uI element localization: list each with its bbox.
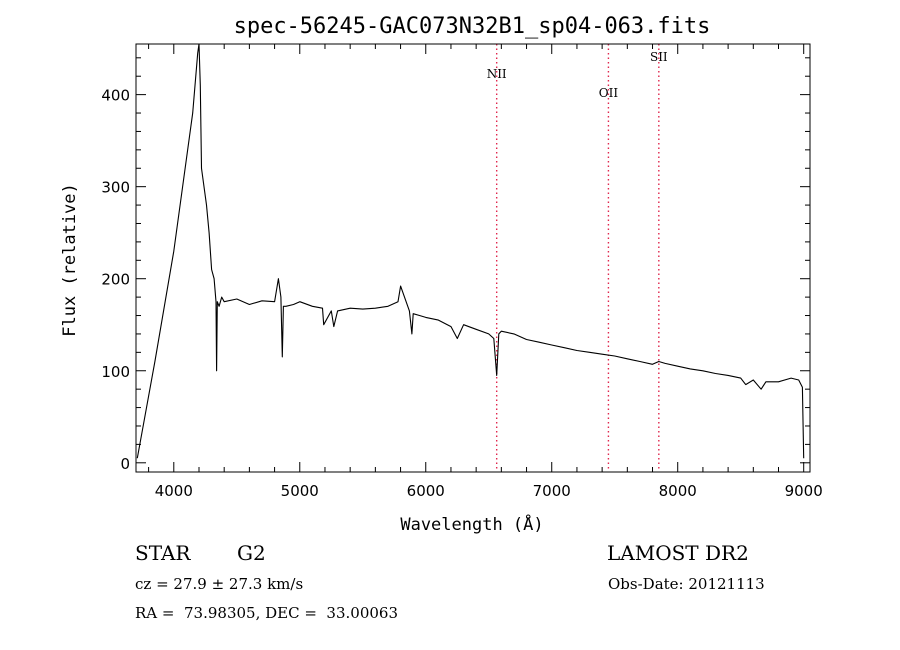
y-tick-label: 0 xyxy=(120,455,130,473)
x-axis-label: Wavelength (Å) xyxy=(400,513,543,535)
y-tick-label: 400 xyxy=(101,87,130,105)
y-tick-label: 200 xyxy=(101,271,130,289)
line-label-oii: OII xyxy=(599,86,619,100)
y-axis-label: Flux (relative) xyxy=(60,183,80,337)
line-label-sii: SII xyxy=(650,50,668,64)
x-tick-label: 8000 xyxy=(659,482,697,500)
x-tick-label: 4000 xyxy=(155,482,193,500)
spectrum-line-0 xyxy=(136,43,805,459)
y-tick-label: 100 xyxy=(101,363,130,381)
y-tick-label: 300 xyxy=(101,179,130,197)
obs-date-text: Obs-Date: 20121113 xyxy=(608,575,765,593)
x-tick-label: 7000 xyxy=(533,482,571,500)
line-label-nii: NII xyxy=(487,67,507,81)
x-tick-label: 6000 xyxy=(407,482,445,500)
object-subclass: G2 xyxy=(237,541,266,565)
x-tick-label: 5000 xyxy=(281,482,319,500)
plot-frame xyxy=(135,43,811,473)
chart-title: spec-56245-GAC073N32B1_sp04-063.fits xyxy=(234,14,711,39)
object-class: STAR xyxy=(135,541,191,565)
redshift-text: cz = 27.9 ± 27.3 km/s xyxy=(135,575,304,593)
survey-name: LAMOST DR2 xyxy=(607,541,749,565)
x-tick-label: 9000 xyxy=(785,482,823,500)
radec-text: RA = 73.98305, DEC = 33.00063 xyxy=(135,604,399,622)
